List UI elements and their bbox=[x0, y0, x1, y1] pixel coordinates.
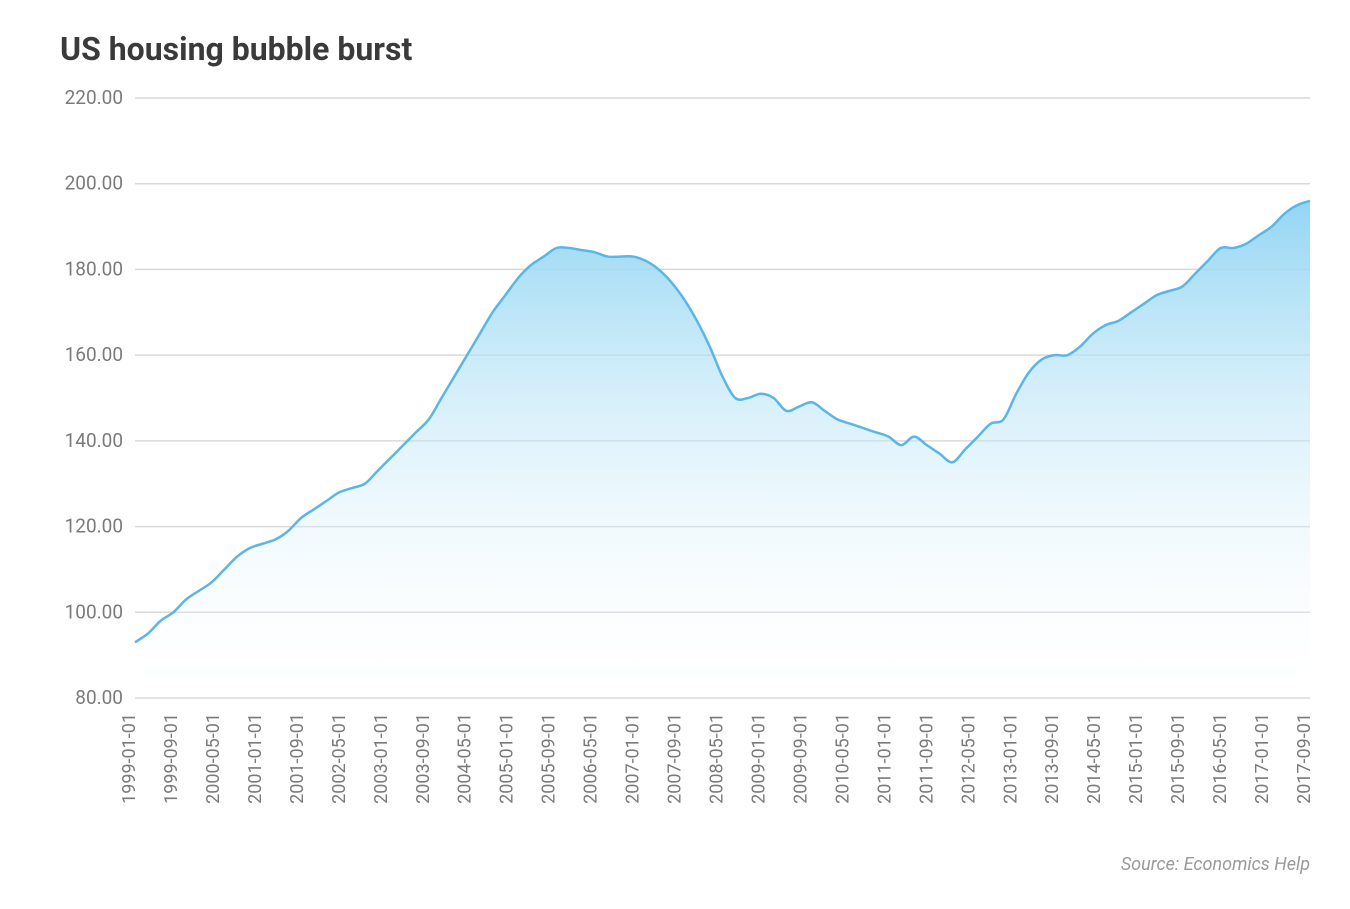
x-axis-tick-label: 2005-09-01 bbox=[539, 713, 560, 804]
y-axis-tick-label: 100.00 bbox=[65, 600, 123, 623]
x-axis-tick-label: 1999-09-01 bbox=[161, 713, 182, 804]
x-axis-tick-label: 2009-01-01 bbox=[748, 713, 769, 804]
x-axis-tick-label: 2003-09-01 bbox=[413, 713, 434, 804]
x-axis-tick-label: 2015-01-01 bbox=[1126, 713, 1147, 804]
x-axis-tick-label: 2003-01-01 bbox=[371, 713, 392, 804]
area-fill bbox=[135, 201, 1310, 698]
x-axis-tick-label: 2017-09-01 bbox=[1294, 713, 1315, 804]
source-value: Economics Help bbox=[1184, 854, 1310, 875]
x-axis-tick-label: 2007-01-01 bbox=[623, 713, 644, 804]
x-axis-tick-label: 2011-09-01 bbox=[916, 713, 937, 804]
x-axis-tick-label: 1999-01-01 bbox=[119, 713, 140, 804]
plot-area: 80.00 100.00 120.00 140.00 160.00 180.00 200.0… bbox=[30, 88, 1320, 848]
x-axis-tick-label: 2015-09-01 bbox=[1168, 713, 1189, 804]
y-axis-tick-label: 220.00 bbox=[65, 88, 123, 109]
area-chart-svg: 80.00 100.00 120.00 140.00 160.00 180.00 200.0… bbox=[30, 88, 1320, 848]
y-axis-tick-label: 180.00 bbox=[65, 257, 123, 280]
x-axis-tick-label: 2006-05-01 bbox=[581, 713, 602, 804]
x-axis-tick-label: 2013-09-01 bbox=[1042, 713, 1063, 804]
chart-title: US housing bubble burst bbox=[60, 30, 1320, 68]
x-axis-tick-label: 2012-05-01 bbox=[958, 713, 979, 804]
x-axis-tick-label: 2017-01-01 bbox=[1252, 713, 1273, 804]
source-label: Source: bbox=[1121, 854, 1184, 875]
x-axis-tick-label: 2011-01-01 bbox=[874, 713, 895, 804]
x-axis-tick-label: 2013-01-01 bbox=[1000, 713, 1021, 804]
x-axis-tick-label: 2007-09-01 bbox=[665, 713, 686, 804]
x-axis-tick-label: 2010-05-01 bbox=[832, 713, 853, 804]
x-axis-tick-label: 2005-01-01 bbox=[497, 713, 518, 804]
x-axis-tick-label: 2002-05-01 bbox=[329, 713, 350, 804]
x-axis-tick-label: 2014-05-01 bbox=[1084, 713, 1105, 804]
y-axis-tick-label: 200.00 bbox=[65, 172, 123, 195]
source-attribution: Source: Economics Help bbox=[30, 854, 1320, 875]
y-axis-tick-label: 140.00 bbox=[65, 429, 123, 452]
x-axis-tick-label: 2004-05-01 bbox=[455, 713, 476, 804]
y-axis-tick-label: 160.00 bbox=[65, 343, 123, 366]
y-axis-tick-label: 120.00 bbox=[65, 515, 123, 538]
chart-container: US housing bubble burst 80.00 100.00 120.0… bbox=[0, 0, 1350, 909]
x-axis-tick-label: 2000-05-01 bbox=[203, 713, 224, 804]
x-axis-tick-label: 2009-09-01 bbox=[790, 713, 811, 804]
x-axis-tick-label: 2001-09-01 bbox=[287, 713, 308, 804]
x-axis-tick-label: 2008-05-01 bbox=[707, 713, 728, 804]
y-axis-tick-label: 80.00 bbox=[75, 686, 123, 709]
x-axis-tick-label: 2016-05-01 bbox=[1210, 713, 1231, 804]
x-axis-tick-label: 2001-01-01 bbox=[245, 713, 266, 804]
